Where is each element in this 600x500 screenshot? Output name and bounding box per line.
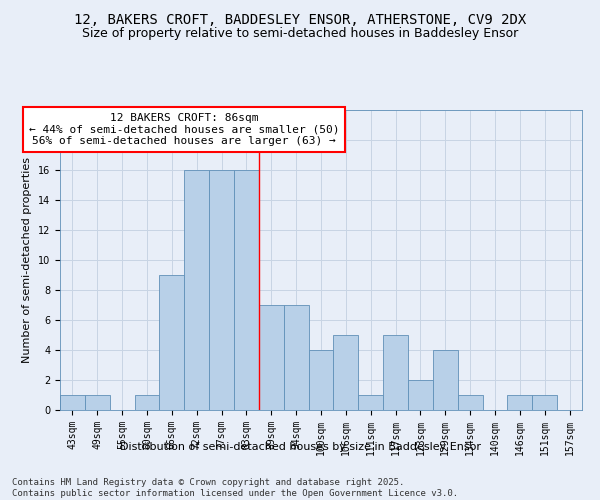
Bar bbox=[383, 335, 408, 410]
Y-axis label: Number of semi-detached properties: Number of semi-detached properties bbox=[22, 157, 32, 363]
Bar bbox=[508, 395, 532, 410]
Bar bbox=[408, 380, 433, 410]
Text: 12, BAKERS CROFT, BADDESLEY ENSOR, ATHERSTONE, CV9 2DX: 12, BAKERS CROFT, BADDESLEY ENSOR, ATHER… bbox=[74, 12, 526, 26]
Bar bbox=[134, 395, 160, 410]
Text: Contains HM Land Registry data © Crown copyright and database right 2025.
Contai: Contains HM Land Registry data © Crown c… bbox=[12, 478, 458, 498]
Bar bbox=[184, 170, 209, 410]
Bar bbox=[358, 395, 383, 410]
Bar bbox=[234, 170, 259, 410]
Bar bbox=[532, 395, 557, 410]
Text: Distribution of semi-detached houses by size in Baddesley Ensor: Distribution of semi-detached houses by … bbox=[119, 442, 481, 452]
Bar bbox=[334, 335, 358, 410]
Bar bbox=[284, 305, 308, 410]
Bar bbox=[209, 170, 234, 410]
Bar bbox=[60, 395, 85, 410]
Bar bbox=[259, 305, 284, 410]
Bar bbox=[85, 395, 110, 410]
Text: Size of property relative to semi-detached houses in Baddesley Ensor: Size of property relative to semi-detach… bbox=[82, 28, 518, 40]
Bar bbox=[458, 395, 482, 410]
Text: 12 BAKERS CROFT: 86sqm
← 44% of semi-detached houses are smaller (50)
56% of sem: 12 BAKERS CROFT: 86sqm ← 44% of semi-det… bbox=[29, 113, 340, 146]
Bar bbox=[433, 350, 458, 410]
Bar bbox=[308, 350, 334, 410]
Bar bbox=[160, 275, 184, 410]
